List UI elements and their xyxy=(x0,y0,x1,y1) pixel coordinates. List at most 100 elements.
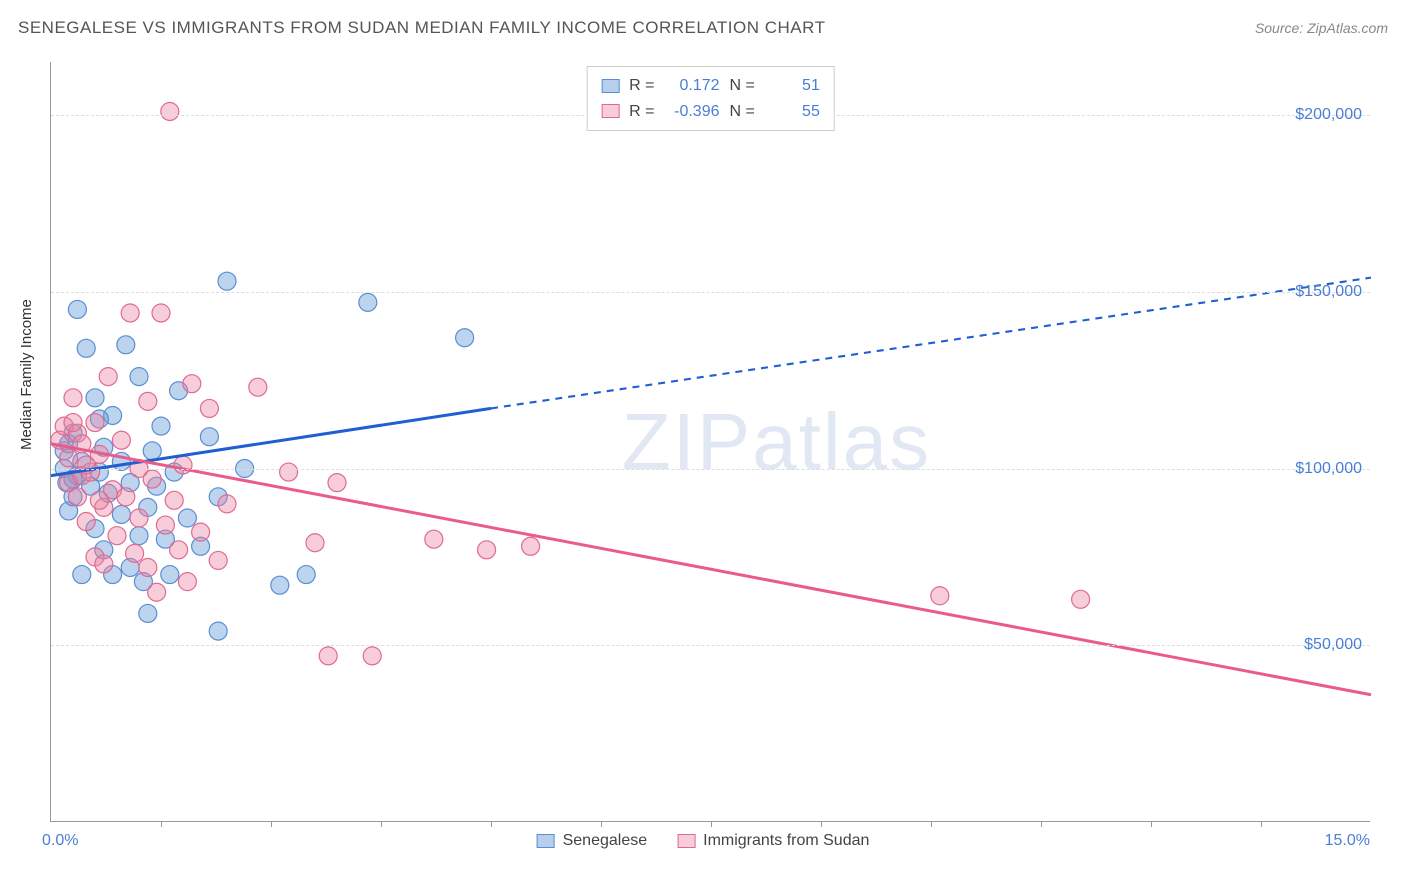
data-point xyxy=(90,491,108,509)
swatch-sudan-icon xyxy=(601,104,619,118)
data-point xyxy=(156,516,174,534)
data-point xyxy=(478,541,496,559)
data-point xyxy=(117,488,135,506)
data-point xyxy=(64,414,82,432)
data-point xyxy=(170,541,188,559)
data-point xyxy=(68,300,86,318)
n-value-1: 51 xyxy=(765,73,820,99)
data-point xyxy=(200,428,218,446)
x-tick xyxy=(931,821,932,827)
data-point xyxy=(456,329,474,347)
data-point xyxy=(60,449,78,467)
data-point xyxy=(73,566,91,584)
x-tick xyxy=(491,821,492,827)
x-tick xyxy=(601,821,602,827)
data-point xyxy=(1072,590,1090,608)
data-point xyxy=(130,509,148,527)
swatch-sudan-icon xyxy=(677,834,695,848)
data-point xyxy=(143,470,161,488)
scatter-svg xyxy=(51,62,1370,821)
data-point xyxy=(148,583,166,601)
data-point xyxy=(425,530,443,548)
legend-label-sudan: Immigrants from Sudan xyxy=(703,832,869,850)
data-point xyxy=(178,573,196,591)
x-tick xyxy=(1151,821,1152,827)
data-point xyxy=(161,566,179,584)
n-label-1: N = xyxy=(730,73,755,99)
data-point xyxy=(178,509,196,527)
gridline xyxy=(51,469,1370,470)
source-label: Source: ZipAtlas.com xyxy=(1255,20,1388,36)
y-tick-label: $100,000 xyxy=(1295,460,1362,478)
data-point xyxy=(218,272,236,290)
x-tick xyxy=(711,821,712,827)
x-tick xyxy=(381,821,382,827)
data-point xyxy=(319,647,337,665)
data-point xyxy=(99,368,117,386)
data-point xyxy=(192,523,210,541)
data-point xyxy=(126,544,144,562)
gridline xyxy=(51,292,1370,293)
data-point xyxy=(152,417,170,435)
data-point xyxy=(522,537,540,555)
swatch-senegalese-icon xyxy=(601,79,619,93)
x-tick xyxy=(1041,821,1042,827)
y-tick-label: $150,000 xyxy=(1295,283,1362,301)
source-name: ZipAtlas.com xyxy=(1307,20,1388,36)
data-point xyxy=(161,102,179,120)
plot-area: R = 0.172 N = 51 R = -0.396 N = 55 ZIPat… xyxy=(50,62,1370,822)
data-point xyxy=(139,558,157,576)
data-point xyxy=(165,491,183,509)
data-point xyxy=(249,378,267,396)
legend-item-sudan: Immigrants from Sudan xyxy=(677,832,869,850)
legend-stats-row-2: R = -0.396 N = 55 xyxy=(601,99,820,125)
r-value-1: 0.172 xyxy=(665,73,720,99)
data-point xyxy=(112,505,130,523)
x-tick xyxy=(821,821,822,827)
data-point xyxy=(130,527,148,545)
n-label-2: N = xyxy=(730,99,755,125)
x-tick xyxy=(271,821,272,827)
data-point xyxy=(183,375,201,393)
y-tick-label: $200,000 xyxy=(1295,106,1362,124)
data-point xyxy=(130,368,148,386)
data-point xyxy=(117,336,135,354)
data-point xyxy=(931,587,949,605)
data-point xyxy=(143,442,161,460)
source-prefix: Source: xyxy=(1255,20,1307,36)
trend-line xyxy=(51,444,1371,695)
data-point xyxy=(108,527,126,545)
data-point xyxy=(77,513,95,531)
r-value-2: -0.396 xyxy=(665,99,720,125)
x-tick xyxy=(161,821,162,827)
data-point xyxy=(152,304,170,322)
x-axis-min: 0.0% xyxy=(42,832,78,850)
y-tick-label: $50,000 xyxy=(1304,636,1362,654)
data-point xyxy=(86,389,104,407)
data-point xyxy=(297,566,315,584)
n-value-2: 55 xyxy=(765,99,820,125)
data-point xyxy=(209,622,227,640)
data-point xyxy=(86,414,104,432)
data-point xyxy=(77,339,95,357)
legend-series: Senegalese Immigrants from Sudan xyxy=(537,832,870,850)
legend-stats-row-1: R = 0.172 N = 51 xyxy=(601,73,820,99)
legend-item-senegalese: Senegalese xyxy=(537,832,648,850)
x-axis-max: 15.0% xyxy=(1325,832,1370,850)
data-point xyxy=(139,392,157,410)
data-point xyxy=(139,604,157,622)
data-point xyxy=(306,534,324,552)
data-point xyxy=(64,389,82,407)
legend-label-senegalese: Senegalese xyxy=(563,832,648,850)
chart-title: SENEGALESE VS IMMIGRANTS FROM SUDAN MEDI… xyxy=(18,18,825,38)
data-point xyxy=(271,576,289,594)
data-point xyxy=(363,647,381,665)
r-label-1: R = xyxy=(629,73,654,99)
data-point xyxy=(280,463,298,481)
gridline xyxy=(51,645,1370,646)
data-point xyxy=(328,474,346,492)
data-point xyxy=(359,293,377,311)
x-tick xyxy=(1261,821,1262,827)
data-point xyxy=(121,304,139,322)
trend-line-dashed xyxy=(491,278,1371,409)
